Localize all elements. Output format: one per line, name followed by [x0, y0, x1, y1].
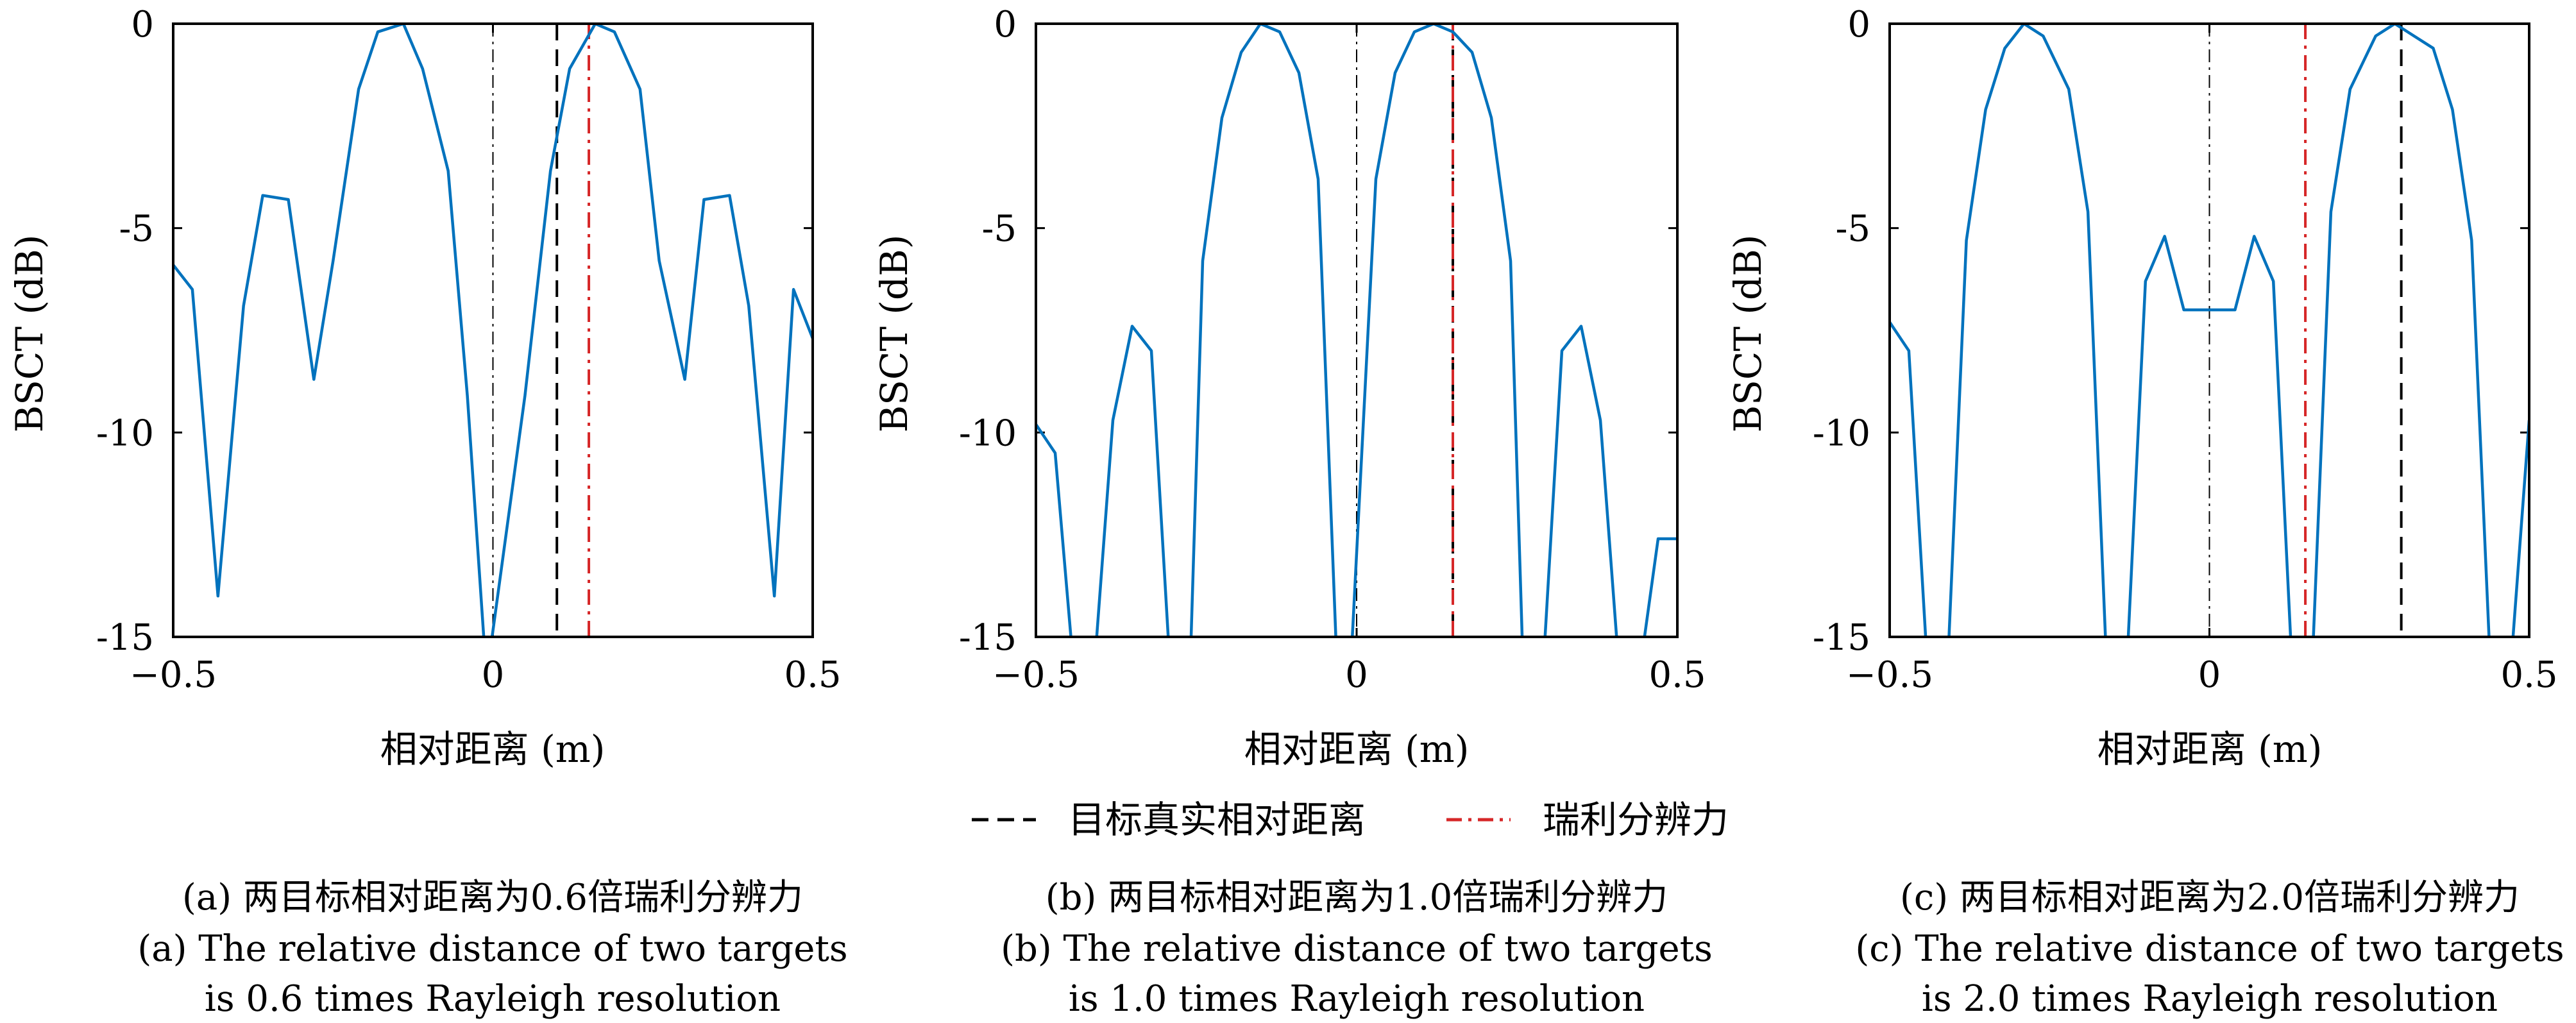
legend-true-distance-label: 目标真实相对距离 — [1068, 798, 1366, 841]
caption-en-line-2: is 2.0 times Rayleigh resolution — [1922, 978, 2498, 1020]
plot-frame — [1888, 22, 2530, 638]
x-tick-label: −0.5 — [130, 654, 217, 696]
x-tick-label: 0 — [1345, 654, 1368, 696]
bsct-series-line — [1036, 24, 1677, 637]
x-tick-label: −0.5 — [1846, 654, 1933, 696]
x-axis-label: 相对距离 (m) — [2097, 727, 2323, 771]
legend: 目标真实相对距离 瑞利分辨力 — [972, 798, 1729, 841]
y-axis-label: BSCT (dB) — [1726, 235, 1770, 433]
bsct-series-line — [173, 24, 813, 637]
bsct-series-line — [1890, 24, 2529, 637]
subplot-a: BSCT (dB) 相对距离 (m) (a) 两目标相对距离为0.6倍瑞利分辨力… — [8, 4, 848, 1020]
x-tick-label: 0.5 — [2500, 654, 2557, 696]
x-tick-label: 0 — [482, 654, 505, 696]
x-tick-label: 0.5 — [1648, 654, 1706, 696]
subplot-b: BSCT (dB) 相对距离 (m) (b) 两目标相对距离为1.0倍瑞利分辨力… — [872, 4, 1713, 1020]
legend-rayleigh-label: 瑞利分辨力 — [1543, 798, 1729, 841]
y-tick-label: 0 — [994, 4, 1017, 46]
y-axis-label: BSCT (dB) — [8, 235, 51, 433]
y-tick-label: 0 — [131, 4, 154, 46]
x-tick-label: 0 — [2198, 654, 2221, 696]
subplot-c: BSCT (dB) 相对距离 (m) (c) 两目标相对距离为2.0倍瑞利分辨力… — [1726, 4, 2564, 1020]
y-tick-label: -15 — [96, 617, 154, 659]
y-tick-label: 0 — [1847, 4, 1870, 46]
y-tick-label: -10 — [96, 412, 154, 454]
x-tick-label: 0.5 — [784, 654, 841, 696]
x-axis-label: 相对距离 (m) — [380, 727, 606, 771]
plot-frame — [1035, 22, 1679, 638]
caption-en-line-1: (b) The relative distance of two targets — [1001, 928, 1713, 970]
caption-en-line-1: (a) The relative distance of two targets — [137, 928, 847, 970]
caption-zh: (b) 两目标相对距离为1.0倍瑞利分辨力 — [1046, 877, 1668, 918]
y-tick-label: -10 — [1813, 412, 1870, 454]
caption-zh: (a) 两目标相对距离为0.6倍瑞利分辨力 — [182, 877, 803, 918]
caption-en-line-2: is 0.6 times Rayleigh resolution — [205, 978, 781, 1020]
y-tick-label: -5 — [981, 208, 1017, 250]
x-tick-label: −0.5 — [992, 654, 1080, 696]
y-tick-label: -10 — [959, 412, 1017, 454]
y-tick-label: -15 — [959, 617, 1017, 659]
y-axis-label: BSCT (dB) — [872, 235, 916, 433]
x-axis-label: 相对距离 (m) — [1244, 727, 1470, 771]
y-tick-label: -5 — [119, 208, 154, 250]
caption-en-line-2: is 1.0 times Rayleigh resolution — [1069, 978, 1645, 1020]
y-tick-label: -15 — [1813, 617, 1870, 659]
caption-en-line-1: (c) The relative distance of two targets — [1855, 928, 2564, 970]
y-tick-label: -5 — [1835, 208, 1870, 250]
plot-frame — [172, 22, 814, 638]
caption-zh: (c) 两目标相对距离为2.0倍瑞利分辨力 — [1900, 877, 2520, 918]
